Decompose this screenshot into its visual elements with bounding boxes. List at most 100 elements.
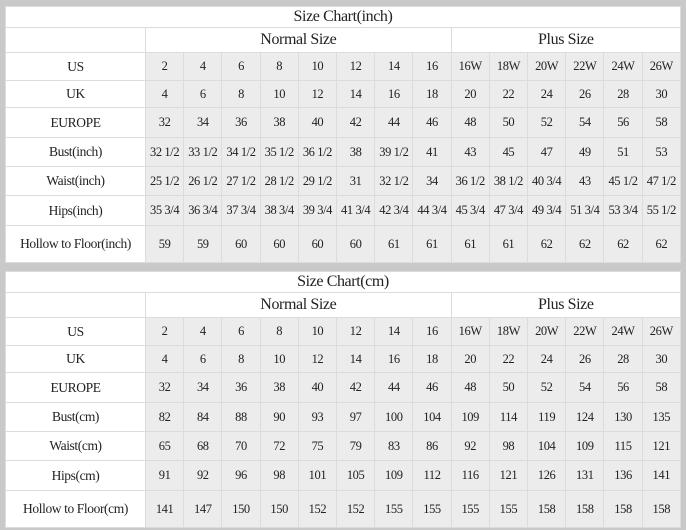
size-cell: 130	[603, 402, 643, 432]
size-cell: 14	[336, 80, 376, 108]
size-cell: 43	[450, 137, 490, 167]
size-cell: 104	[412, 402, 452, 432]
row-label: Hollow to Floor(inch)	[5, 225, 146, 263]
size-cell: 36 1/2	[297, 137, 338, 167]
chart-title: Size Chart(inch)	[5, 6, 681, 28]
size-cell: 10	[297, 52, 338, 81]
row-label: Hollow to Floor(cm)	[5, 490, 146, 528]
size-cell: 50	[488, 372, 529, 403]
size-cell: 152	[297, 490, 338, 528]
row-label: Waist(inch)	[5, 166, 146, 196]
size-cell: 51 3/4	[565, 195, 605, 226]
size-table: Size Chart(cm) Normal Size Plus Size US 2 4 6 8…	[5, 271, 682, 528]
size-chart-inch: Size Chart(inch) Normal Size Plus Size US 2 4…	[5, 6, 682, 263]
size-cell: 51	[603, 137, 643, 167]
size-cell: 24	[527, 345, 567, 373]
empty-header-cell	[5, 292, 146, 318]
size-cell: 61	[374, 225, 414, 263]
size-cell: 16	[374, 80, 414, 108]
size-cell: 4	[144, 345, 185, 373]
size-cell: 44	[374, 372, 414, 403]
table-row: Hollow to Floor(inch) 59 59 60 60 60 60 61 61 61 6…	[5, 225, 682, 263]
size-cell: 152	[336, 490, 376, 528]
size-cell: 58	[641, 372, 682, 403]
group-plus-size: Plus Size	[450, 292, 682, 318]
size-cell: 96	[221, 460, 261, 491]
size-cell: 135	[641, 402, 682, 432]
size-cell: 39 1/2	[374, 137, 414, 167]
size-cell: 62	[603, 225, 643, 263]
size-cell: 18	[412, 345, 452, 373]
size-cell: 68	[183, 431, 223, 461]
size-cell: 49 3/4	[527, 195, 567, 226]
size-cell: 155	[488, 490, 529, 528]
size-cell: 90	[259, 402, 299, 432]
size-cell: 34 1/2	[221, 137, 261, 167]
size-cell: 42	[336, 107, 376, 138]
size-cell: 35 1/2	[259, 137, 299, 167]
size-cell: 47 1/2	[641, 166, 682, 196]
size-cell: 62	[565, 225, 605, 263]
size-table: Size Chart(inch) Normal Size Plus Size US 2 4…	[5, 6, 682, 263]
size-cell: 36 3/4	[183, 195, 223, 226]
size-cell: 98	[488, 431, 529, 461]
size-cell: 60	[259, 225, 299, 263]
size-cell: 43	[565, 166, 605, 196]
size-cell: 45 1/2	[603, 166, 643, 196]
size-cell: 20W	[527, 317, 567, 346]
size-cell: 41	[412, 137, 452, 167]
size-cell: 45	[488, 137, 529, 167]
row-label: Hips(inch)	[5, 195, 146, 226]
size-cell: 26W	[641, 52, 682, 81]
size-cell: 16	[412, 317, 452, 346]
size-cell: 6	[183, 80, 223, 108]
size-cell: 60	[297, 225, 338, 263]
size-cell: 30	[641, 345, 682, 373]
size-cell: 6	[221, 317, 261, 346]
table-row: Hollow to Floor(cm) 141 147 150 150 152 152 155…	[5, 490, 682, 528]
chart-title: Size Chart(cm)	[5, 271, 681, 293]
table-row: UK 4 6 8 10 12 14 16 18 20 22 24 26 28 30	[5, 80, 682, 108]
row-label: Bust(cm)	[5, 402, 146, 432]
size-cell: 112	[412, 460, 452, 491]
size-cell: 42 3/4	[374, 195, 414, 226]
size-chart-cm: Size Chart(cm) Normal Size Plus Size US 2 4 6 8…	[5, 271, 682, 528]
size-cell: 22W	[565, 52, 605, 81]
size-cell: 14	[336, 345, 376, 373]
size-cell: 141	[144, 490, 185, 528]
size-cell: 32 1/2	[374, 166, 414, 196]
size-cell: 82	[144, 402, 185, 432]
size-cell: 40 3/4	[527, 166, 567, 196]
size-cell: 60	[336, 225, 376, 263]
size-cell: 121	[488, 460, 529, 491]
group-normal-size: Normal Size	[145, 27, 452, 53]
size-cell: 54	[565, 372, 605, 403]
size-cell: 30	[641, 80, 682, 108]
size-cell: 119	[527, 402, 567, 432]
size-cell: 45 3/4	[450, 195, 490, 226]
size-cell: 109	[374, 460, 414, 491]
size-cell: 155	[374, 490, 414, 528]
size-cell: 114	[488, 402, 529, 432]
table-row: EUROPE 32 34 36 38 40 42 44 46 48 50 52 54 56 58	[5, 107, 682, 138]
size-cell: 26 1/2	[183, 166, 223, 196]
table-row: UK 4 6 8 10 12 14 16 18 20 22 24 26 28 30	[5, 345, 682, 373]
group-plus-size: Plus Size	[450, 27, 682, 53]
size-cell: 18W	[488, 317, 529, 346]
size-cell: 61	[412, 225, 452, 263]
size-cell: 18	[412, 80, 452, 108]
size-cell: 104	[527, 431, 567, 461]
size-cell: 158	[527, 490, 567, 528]
size-cell: 2	[144, 52, 185, 81]
size-cell: 20W	[527, 52, 567, 81]
size-cell: 41 3/4	[336, 195, 376, 226]
size-cell: 28	[603, 345, 643, 373]
table-row: Bust(cm) 82 84 88 90 93 97 100 104 109 114 119 124 13…	[5, 402, 682, 432]
size-cell: 38 3/4	[259, 195, 299, 226]
table-row: Bust(inch) 32 1/2 33 1/2 34 1/2 35 1/2 36 1/2…	[5, 137, 682, 167]
size-cell: 147	[183, 490, 223, 528]
size-cell: 47 3/4	[488, 195, 529, 226]
size-cell: 109	[565, 431, 605, 461]
size-cell: 14	[374, 317, 414, 346]
size-cell: 50	[488, 107, 529, 138]
